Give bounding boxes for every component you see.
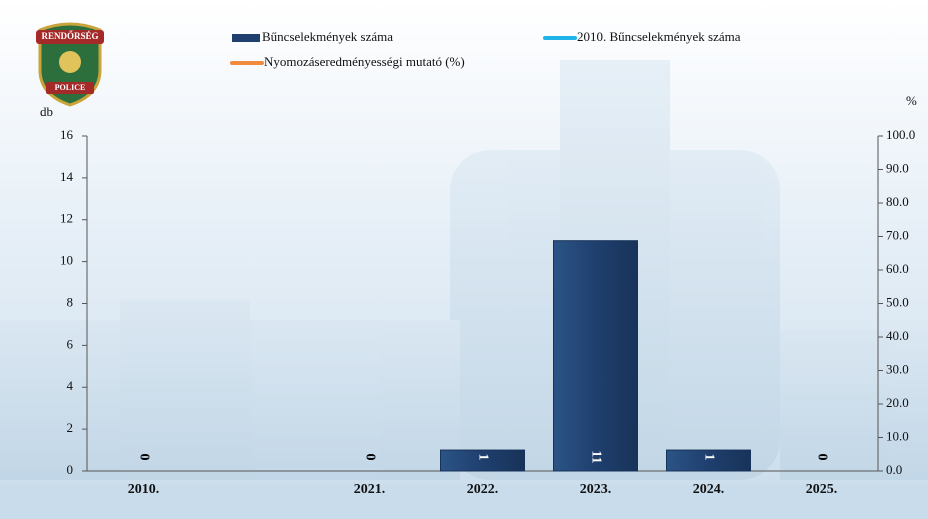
y-tick-label: 8 <box>67 294 74 309</box>
y2-tick-label: 30.0 <box>886 361 909 376</box>
x-tick-label: 2022. <box>467 482 499 497</box>
logo-bottom: POLICE <box>55 83 86 92</box>
data-label: 11 <box>588 450 603 463</box>
y-tick-label: 4 <box>67 378 74 393</box>
y2-axis-label: % <box>906 93 917 108</box>
y-tick-label: 2 <box>67 420 74 435</box>
x-tick-label: 2023. <box>580 482 612 497</box>
y-tick-label: 12 <box>60 211 73 226</box>
legend-label: Bűncselekmények száma <box>262 29 393 44</box>
y-tick-label: 14 <box>60 169 74 184</box>
y2-tick-label: 0.0 <box>886 462 902 477</box>
bar <box>554 241 638 471</box>
legend-label: Nyomozáseredményességi mutató (%) <box>264 54 465 69</box>
y-tick-label: 0 <box>67 462 74 477</box>
data-label: 1 <box>475 454 490 461</box>
y-tick-label: 16 <box>60 127 74 142</box>
y2-tick-label: 70.0 <box>886 227 909 242</box>
data-label: 0 <box>362 454 377 461</box>
y2-tick-label: 20.0 <box>886 395 909 410</box>
logo-top: RENDŐRSÉG <box>41 31 98 41</box>
legend-label: 2010. Bűncselekmények száma <box>577 29 741 44</box>
y-tick-label: 6 <box>67 336 74 351</box>
y2-tick-label: 10.0 <box>886 428 909 443</box>
data-label: 0 <box>814 454 829 461</box>
y2-tick-label: 80.0 <box>886 194 909 209</box>
legend-swatch <box>232 34 260 42</box>
x-tick-label: 2025. <box>806 482 838 497</box>
y2-tick-label: 90.0 <box>886 160 909 175</box>
data-label: 0 <box>136 454 151 461</box>
y2-tick-label: 100.0 <box>886 127 915 142</box>
y2-tick-label: 40.0 <box>886 328 909 343</box>
x-tick-label: 2024. <box>693 482 725 497</box>
y2-tick-label: 60.0 <box>886 261 909 276</box>
y-axis-label: db <box>40 104 53 119</box>
data-label: 1 <box>701 454 716 461</box>
x-tick-label: 2010. <box>128 482 160 497</box>
police-logo: RENDŐRSÉG POLICE <box>36 24 104 105</box>
chart: RENDŐRSÉG POLICE db % 02468101214160.010… <box>0 0 928 519</box>
y-tick-label: 10 <box>60 253 73 268</box>
y2-tick-label: 50.0 <box>886 294 909 309</box>
x-tick-label: 2021. <box>354 482 386 497</box>
